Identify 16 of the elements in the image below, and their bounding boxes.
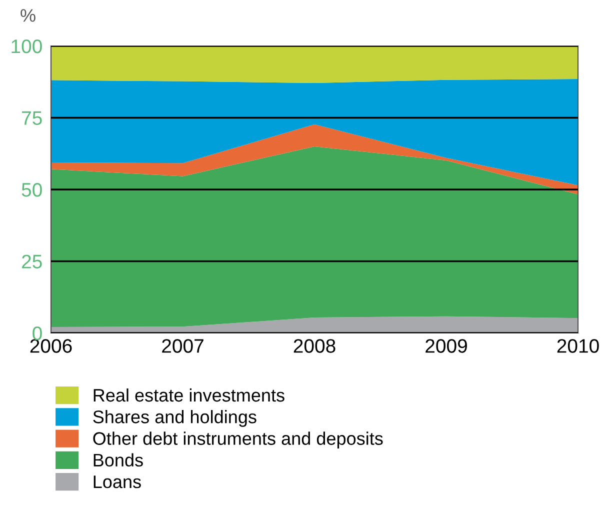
x-tick-label: 2008 xyxy=(294,339,336,353)
y-axis-title: % xyxy=(20,9,36,22)
x-tick-label: 2010 xyxy=(557,339,599,353)
y-tick-label: 75 xyxy=(22,111,42,125)
legend-label: Other debt instruments and deposits xyxy=(93,432,383,449)
legend-label: Loans xyxy=(94,476,141,488)
x-tick-label: 2009 xyxy=(426,339,467,353)
y-tick-label: 25 xyxy=(22,254,42,268)
x-tick-label: 2007 xyxy=(162,339,204,353)
legend-label: Shares and holdings xyxy=(93,410,256,427)
x-tick-label: 2006 xyxy=(30,339,72,353)
legend-label: Real estate investments xyxy=(94,388,284,402)
y-tick-label: 0 xyxy=(32,326,42,340)
y-tick-label: 100 xyxy=(12,39,42,54)
y-tick-label: 50 xyxy=(22,182,42,197)
legend-label: Bonds xyxy=(94,453,143,467)
